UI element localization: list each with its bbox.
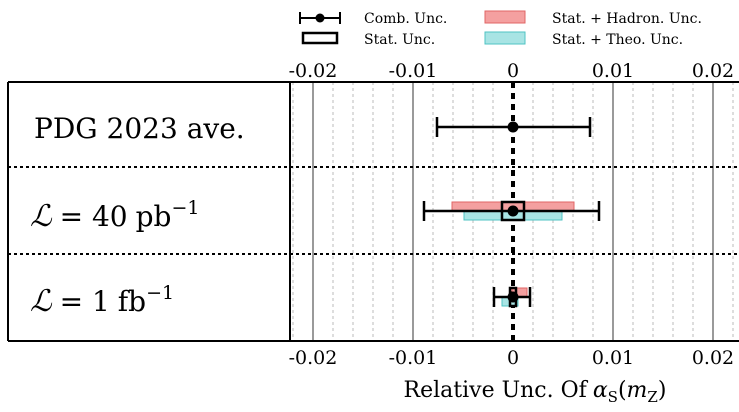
data-marks: [422, 117, 601, 308]
stat-box: [500, 200, 526, 222]
tick-label-bottom: 0.01: [592, 347, 634, 369]
legend-stat-label: Stat. Unc.: [364, 32, 435, 48]
bottom-tick-labels: -0.02 -0.01 0 0.01 0.02: [289, 347, 735, 369]
legend-comb-label: Comb. Unc.: [364, 11, 447, 27]
row-label-40pb: ℒ = 40 pb−1: [30, 197, 199, 234]
central-value-point: [507, 291, 519, 303]
row-label-1fb: ℒ = 1 fb−1: [30, 282, 174, 319]
central-value-point: [507, 205, 519, 217]
tick-label-bottom: -0.01: [389, 347, 438, 369]
legend-theo-swatch: [484, 31, 526, 45]
x-axis-title: Relative Unc. Of αS(mZ): [404, 378, 667, 406]
gridlines: [292, 82, 734, 341]
tick-label-top: 0.02: [692, 60, 734, 82]
legend-hadron-swatch: [484, 10, 526, 24]
tick-label-bottom: 0.02: [692, 347, 734, 369]
tick-label-top: 0.01: [592, 60, 634, 82]
tick-label-bottom: 0: [507, 347, 519, 369]
legend-theo-label: Stat. + Theo. Unc.: [552, 32, 683, 48]
legend-stat-marker: [301, 31, 339, 45]
legend-hadron-label: Stat. + Hadron. Unc.: [552, 11, 702, 27]
top-tick-labels: -0.02 -0.01 0 0.01 0.02: [289, 60, 735, 82]
tick-label-top: 0: [507, 60, 519, 82]
central-value-point: [507, 121, 519, 133]
tick-label-top: -0.01: [389, 60, 438, 82]
row-label-pdg: PDG 2023 ave.: [34, 112, 245, 145]
legend-comb-marker: [299, 12, 341, 24]
legend: Comb. Unc. Stat. Unc. Stat. + Hadron. Un…: [299, 10, 702, 48]
tick-label-bottom: -0.02: [289, 347, 338, 369]
tick-label-top: -0.02: [289, 60, 338, 82]
